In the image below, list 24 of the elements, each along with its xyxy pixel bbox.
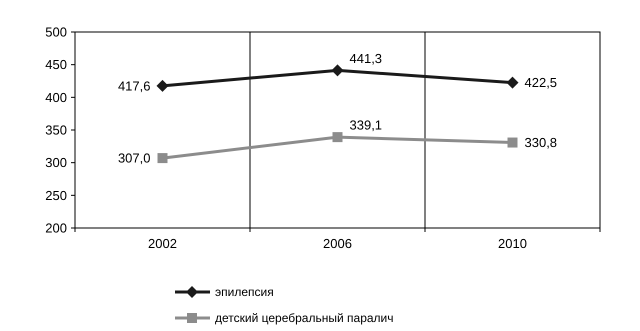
data-label: 422,5 xyxy=(524,75,558,90)
legend-label: эпилепсия xyxy=(215,285,274,300)
point xyxy=(508,138,518,148)
point xyxy=(332,64,344,76)
y-tick-label: 350 xyxy=(45,122,67,138)
y-tick-label: 250 xyxy=(45,188,67,203)
legend-label: детский церебральный паралич xyxy=(215,311,394,326)
data-label: 417,6 xyxy=(118,78,150,94)
y-tick-label: 450 xyxy=(45,57,67,72)
point xyxy=(156,80,168,92)
y-tick-label: 200 xyxy=(45,220,67,236)
data-label: 339,1 xyxy=(350,118,382,133)
x-tick-label: 2002 xyxy=(148,236,177,251)
data-label: 307,0 xyxy=(118,150,150,166)
y-tick-label: 400 xyxy=(45,90,67,105)
y-tick-label: 500 xyxy=(45,24,67,40)
data-label: 441,3 xyxy=(350,50,382,66)
point xyxy=(506,76,518,89)
y-tick-label: 300 xyxy=(45,155,67,170)
x-tick-label: 2010 xyxy=(498,236,527,251)
point xyxy=(332,132,342,142)
data-label: 330,8 xyxy=(524,135,558,150)
x-tick-label: 2006 xyxy=(323,236,352,251)
point xyxy=(158,153,168,164)
